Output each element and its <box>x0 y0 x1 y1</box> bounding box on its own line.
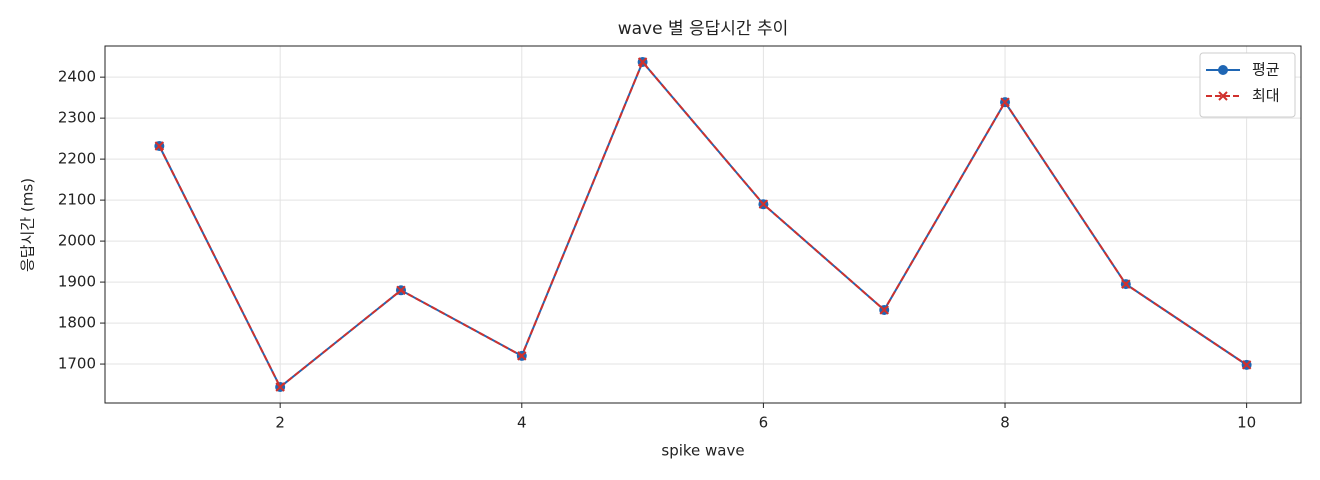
x-tick-label: 10 <box>1237 414 1256 432</box>
legend-box <box>1199 52 1296 118</box>
y-tick-label: 2100 <box>58 191 96 209</box>
y-axis-label: 응답시간 (ms) <box>19 178 37 272</box>
marker <box>517 351 527 361</box>
x-tick-label: 2 <box>275 414 285 432</box>
legend-label: 평균 <box>1252 61 1280 79</box>
x-tick-label: 4 <box>517 414 527 432</box>
marker <box>396 285 406 295</box>
marker <box>1121 279 1131 289</box>
legend-marker <box>1218 91 1228 101</box>
x-axis-label: spike wave <box>661 442 744 460</box>
legend-label: 최대 <box>1252 87 1280 105</box>
y-tick-label: 2400 <box>58 68 96 86</box>
plot-frame <box>104 45 1302 404</box>
marker <box>154 141 165 151</box>
y-tick-label: 2000 <box>58 232 96 250</box>
y-tick-label: 1700 <box>58 355 96 373</box>
marker <box>879 305 889 315</box>
marker <box>1000 97 1010 107</box>
marker <box>758 199 769 209</box>
marker <box>1241 360 1252 370</box>
x-tick-label: 8 <box>1000 414 1010 432</box>
chart-title: wave 별 응답시간 추이 <box>618 19 789 39</box>
x-tick-label: 6 <box>759 414 769 432</box>
y-tick-label: 1800 <box>58 314 96 332</box>
y-tick-label: 2200 <box>58 150 96 168</box>
y-tick-label: 1900 <box>58 273 96 291</box>
marker <box>275 382 285 392</box>
series-line <box>158 60 1248 389</box>
series-line <box>158 60 1248 389</box>
legend-marker <box>1218 65 1228 75</box>
marker <box>637 57 648 67</box>
y-tick-label: 2300 <box>58 109 96 127</box>
